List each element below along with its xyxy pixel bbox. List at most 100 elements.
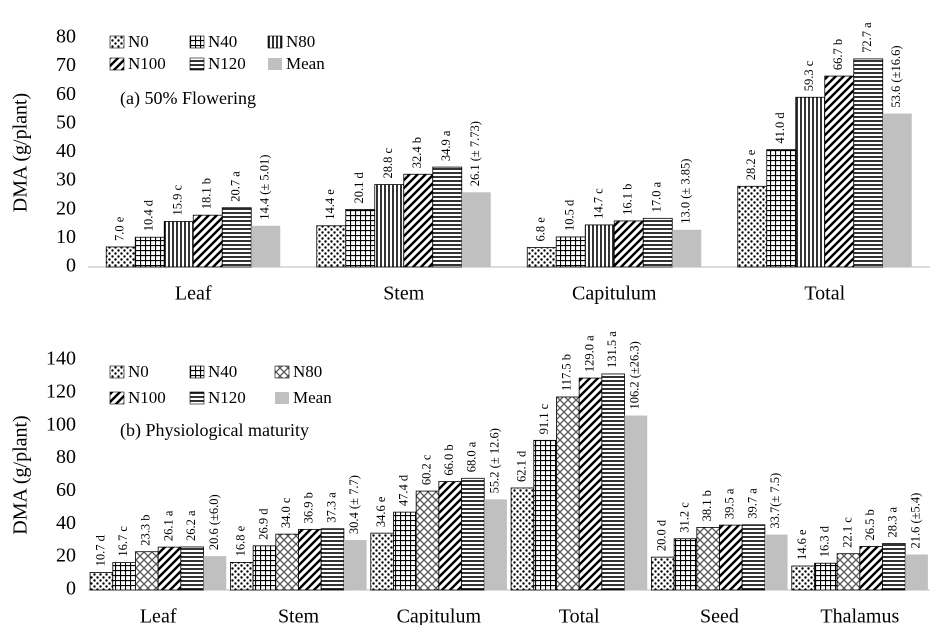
- bar: [180, 546, 204, 591]
- value-label: 38.1 b: [700, 490, 714, 521]
- value-label: 117.5 b: [560, 354, 574, 391]
- value-label: 10.4 d: [142, 199, 156, 231]
- y-tick-label: 40: [56, 512, 76, 534]
- x-tick-label: Stem: [383, 283, 425, 305]
- legend-label: N120: [208, 54, 246, 73]
- bar: [624, 415, 648, 590]
- bar: [251, 225, 281, 267]
- value-label: 37.3 a: [324, 492, 338, 523]
- y-tick-label: 100: [46, 413, 76, 435]
- x-tick-label: Capitulum: [397, 606, 482, 625]
- legend-swatch: [274, 365, 290, 379]
- bar: [432, 166, 463, 268]
- bar: [134, 236, 165, 268]
- bar: [393, 511, 417, 591]
- y-tick-label: 60: [56, 83, 76, 105]
- legend-label: N0: [128, 32, 149, 51]
- value-label: 10.5 d: [563, 199, 577, 231]
- bar: [221, 207, 252, 268]
- value-label: 7.0 e: [113, 216, 127, 241]
- bar: [252, 545, 277, 591]
- value-label: 39.7 a: [745, 488, 759, 519]
- y-tick-label: 20: [56, 197, 76, 219]
- bar: [112, 562, 136, 591]
- bar: [461, 192, 491, 267]
- bar: [882, 543, 906, 591]
- bar: [764, 534, 788, 590]
- value-label: 33.7(± 7.5): [768, 473, 782, 529]
- value-label: 22.1 c: [840, 517, 854, 548]
- y-tick-label: 0: [66, 255, 76, 277]
- value-label: 16.7 c: [116, 526, 130, 557]
- bar: [135, 551, 159, 591]
- legend-swatch: [109, 57, 125, 71]
- legend-swatch: [275, 392, 289, 404]
- value-label: 21.6 (±5.4): [908, 493, 922, 549]
- value-label: 20.7 a: [229, 171, 243, 202]
- y-tick-label: 10: [56, 226, 76, 248]
- legend-swatch: [189, 391, 205, 405]
- bar: [533, 439, 557, 591]
- legend-swatch: [189, 365, 205, 379]
- value-label: 34.0 c: [279, 497, 293, 528]
- value-label: 26.5 b: [863, 509, 877, 540]
- bar: [526, 247, 557, 268]
- value-label: 60.2 c: [419, 454, 433, 485]
- value-label: 14.6 e: [795, 529, 809, 560]
- legend-swatch: [267, 35, 283, 49]
- legend-label: N80: [286, 32, 315, 51]
- bar: [192, 214, 223, 268]
- legend-label: Mean: [293, 388, 332, 407]
- bar: [853, 58, 884, 268]
- y-tick-label: 0: [66, 578, 76, 600]
- legend-swatch: [189, 35, 205, 49]
- value-label: 20.6 (±6.0): [207, 494, 221, 550]
- legend-label: Mean: [286, 54, 325, 73]
- value-label: 131.5 a: [605, 331, 619, 368]
- bar: [438, 481, 462, 591]
- x-tick-label: Total: [559, 606, 600, 625]
- bar: [859, 546, 883, 591]
- bar: [795, 96, 826, 268]
- x-tick-label: Thalamus: [820, 606, 899, 625]
- bar: [157, 546, 182, 591]
- value-label: 28.2 e: [744, 149, 758, 180]
- value-label: 53.6 (±16.6): [889, 46, 903, 108]
- value-label: 10.7 d: [93, 534, 107, 566]
- bar: [696, 527, 720, 591]
- value-label: 20.0 d: [655, 519, 669, 551]
- value-label: 36.9 b: [302, 492, 316, 523]
- legend-swatch: [109, 391, 125, 405]
- value-label: 14.7 c: [592, 188, 606, 219]
- bar: [814, 562, 838, 591]
- bar: [298, 528, 322, 591]
- y-tick-label: 20: [56, 545, 76, 567]
- bar: [510, 487, 535, 591]
- bar: [766, 149, 797, 268]
- value-label: 6.8 e: [534, 217, 548, 242]
- bar: [613, 220, 644, 268]
- x-tick-label: Capitulum: [572, 283, 657, 305]
- value-label: 31.2 c: [677, 502, 691, 533]
- legend-swatch: [109, 35, 125, 49]
- bar: [642, 217, 673, 268]
- y-tick-label: 80: [56, 26, 76, 48]
- y-tick-label: 140: [46, 348, 76, 370]
- panel-title: (a) 50% Flowering: [120, 88, 256, 109]
- bar: [345, 209, 376, 268]
- value-label: 59.3 c: [802, 60, 816, 91]
- value-label: 26.9 d: [256, 508, 270, 540]
- value-label: 16.8 e: [234, 525, 248, 556]
- x-tick-label: Total: [804, 283, 845, 305]
- value-label: 14.4 e: [323, 189, 337, 220]
- value-label: 106.2 (±26.3): [628, 341, 642, 409]
- legend-label: N40: [208, 362, 237, 381]
- bar: [719, 524, 743, 591]
- legend-swatch: [268, 58, 282, 70]
- x-tick-label: Leaf: [140, 606, 177, 625]
- bar: [836, 553, 861, 591]
- value-label: 20.1 d: [352, 171, 366, 203]
- bar: [484, 499, 507, 590]
